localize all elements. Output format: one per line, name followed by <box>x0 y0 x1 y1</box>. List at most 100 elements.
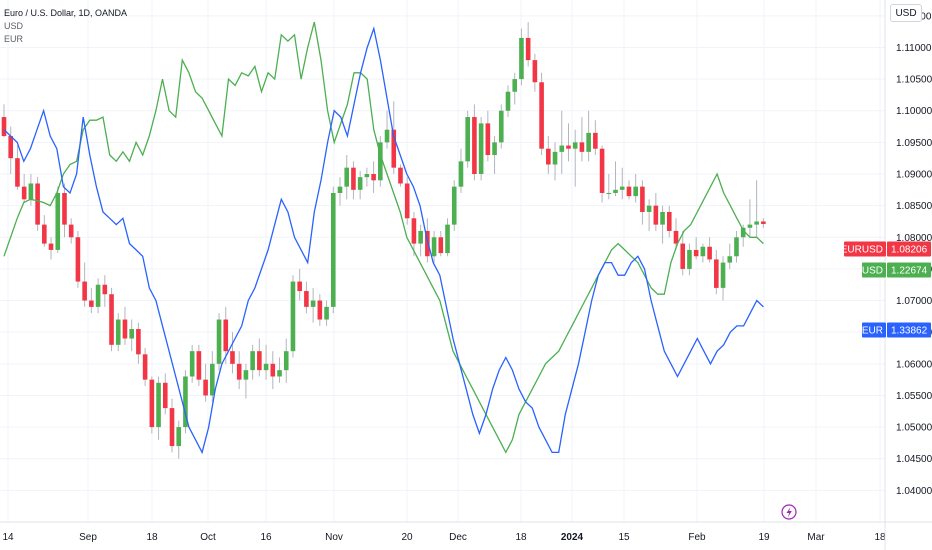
candle <box>606 192 612 194</box>
candle <box>250 351 255 371</box>
candle <box>223 319 229 352</box>
candle <box>505 91 511 111</box>
legend-series-usd: USD <box>4 21 24 31</box>
x-tick-label: 2024 <box>561 532 584 543</box>
y-tick-label: 1.08500 <box>896 201 932 212</box>
candle <box>552 151 558 165</box>
y-tick-label: 1.06000 <box>896 359 932 370</box>
candle <box>425 230 430 257</box>
candle <box>142 354 148 380</box>
candle <box>418 230 423 244</box>
candle <box>203 379 208 396</box>
price-tag-label-bg <box>844 241 886 257</box>
candle <box>727 256 733 263</box>
price-tag-value: 1.08206 <box>891 245 928 256</box>
candle <box>95 284 101 307</box>
candle <box>458 161 464 187</box>
candle <box>754 221 759 225</box>
candle <box>714 259 719 288</box>
candle <box>599 148 605 193</box>
x-tick-label: Oct <box>200 532 216 543</box>
y-tick-label: 1.09500 <box>896 138 932 149</box>
candle <box>68 224 74 238</box>
candle <box>485 123 491 156</box>
candle <box>317 300 323 320</box>
candle <box>136 329 141 355</box>
candle <box>619 186 625 190</box>
x-tick-label: Mar <box>807 532 825 543</box>
candle <box>539 82 544 149</box>
candle <box>15 158 20 187</box>
candle <box>324 306 329 320</box>
y-tick-label: 1.08000 <box>896 233 932 244</box>
x-tick-label: 19 <box>758 532 770 543</box>
y-tick-label: 1.09000 <box>896 170 932 181</box>
candle <box>498 110 504 143</box>
candle <box>297 281 302 292</box>
candle <box>156 382 161 428</box>
candle <box>445 224 450 254</box>
candle <box>109 294 114 345</box>
x-tick-label: Feb <box>688 532 706 543</box>
legend: Euro / U.S. Dollar, 1D, OANDA USD EUR <box>4 7 127 46</box>
candle <box>216 319 222 364</box>
price-tag-symbol: EUR <box>862 326 883 337</box>
candle <box>411 218 417 244</box>
candle <box>236 363 242 380</box>
candle <box>693 249 699 257</box>
x-tick-label: 18 <box>146 532 158 543</box>
candle <box>700 246 706 257</box>
price-tag-symbol: EURUSD <box>841 245 883 256</box>
y-tick-label: 1.10500 <box>896 75 932 86</box>
candle <box>593 132 598 149</box>
candle <box>707 246 712 260</box>
candle <box>277 370 282 377</box>
candle <box>431 237 437 257</box>
candle <box>176 427 182 447</box>
candle <box>472 117 477 174</box>
candle <box>263 363 269 371</box>
price-tag-value-bg <box>887 322 931 338</box>
candle <box>283 351 289 371</box>
candle <box>546 148 551 165</box>
currency-button[interactable]: USD <box>890 4 922 22</box>
x-tick-label: 20 <box>401 532 413 543</box>
candle <box>492 142 497 156</box>
series-line-eur <box>3 26 764 455</box>
price-tag-value: 1.33862 <box>891 326 928 337</box>
candle <box>666 211 672 231</box>
legend-title: Euro / U.S. Dollar, 1D, OANDA <box>4 8 128 18</box>
candle <box>660 211 665 225</box>
candle <box>257 351 262 371</box>
candle <box>344 167 350 187</box>
x-tick-label: Nov <box>325 532 343 543</box>
x-tick-label: 18 <box>515 532 527 543</box>
candle <box>183 376 188 428</box>
candle <box>351 167 356 190</box>
candle <box>747 224 753 228</box>
x-tick-label: Sep <box>79 532 97 543</box>
price-tag-symbol: USD <box>862 266 883 277</box>
candle <box>371 174 376 181</box>
candle <box>102 284 108 295</box>
price-tag-value-bg <box>887 262 931 278</box>
candle <box>270 363 276 377</box>
candle <box>310 300 316 307</box>
candle <box>243 370 249 380</box>
y-tick-label: 1.05500 <box>896 391 932 402</box>
candle <box>378 142 383 181</box>
candle <box>169 408 175 447</box>
candle <box>566 145 571 149</box>
candle <box>290 281 296 352</box>
candle <box>304 291 309 307</box>
candle <box>230 351 235 364</box>
candle <box>586 132 591 152</box>
candle <box>579 142 585 152</box>
candle <box>720 262 726 288</box>
candle <box>35 183 40 225</box>
candle <box>465 117 470 162</box>
y-tick-label: 1.11000 <box>896 43 932 54</box>
lightning-icon[interactable] <box>781 504 797 520</box>
